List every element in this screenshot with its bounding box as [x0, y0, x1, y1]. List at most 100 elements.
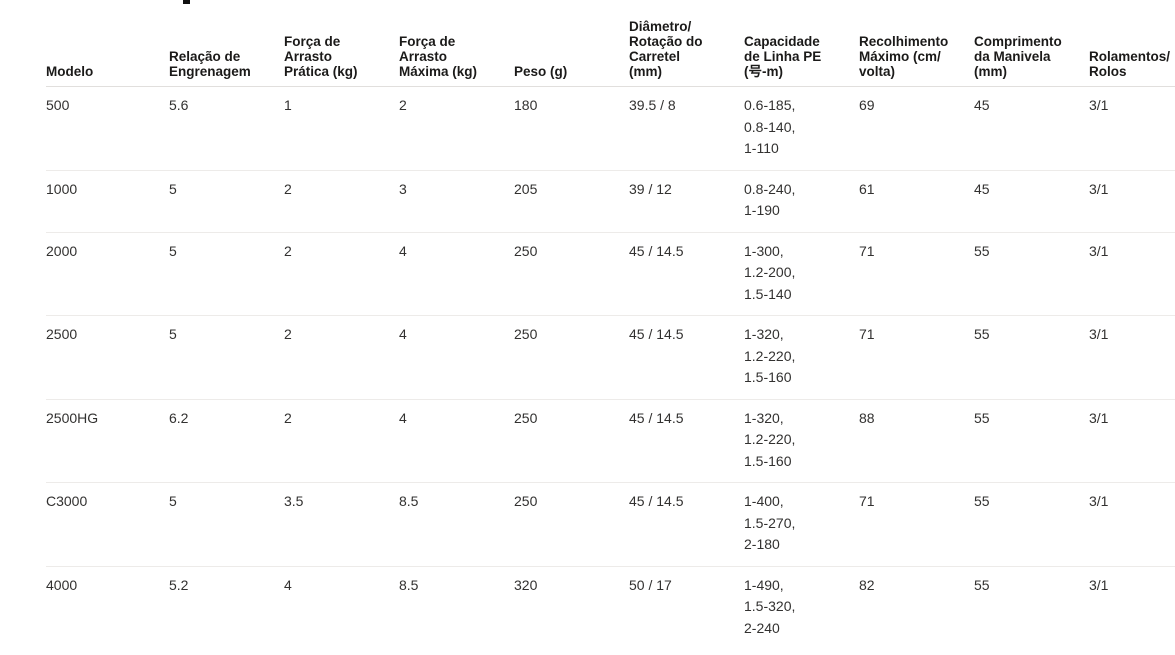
cell-weight: 250: [514, 493, 538, 509]
cell-bearings: 3/1: [1089, 326, 1109, 342]
header-line: (号-m): [744, 64, 783, 79]
header-line: Força de: [399, 34, 456, 49]
cell-gear-ratio: 5: [169, 242, 177, 259]
cell-retrieve: 71: [859, 242, 875, 259]
header-line: (mm): [974, 64, 1007, 79]
header-line: Prática (kg): [284, 64, 358, 79]
table-row: 2000 5 2 4 250 45 / 14.5 1-300, 1.2-200, 1.5-140…: [46, 233, 1175, 316]
cell-model: 1000: [46, 180, 78, 197]
cell-drag-practical: 2: [284, 326, 292, 342]
cell-drag-practical: 2: [284, 242, 292, 259]
capacity-line: 1-300,: [744, 242, 784, 259]
capacity-line: 2-180: [744, 536, 780, 552]
cell-drag-max: 3: [399, 180, 407, 197]
cell-drag-practical: 4: [284, 576, 292, 593]
cell-weight: 205: [514, 180, 538, 197]
capacity-line: 1.2-220,: [744, 347, 796, 364]
header-line: Comprimento: [974, 34, 1062, 49]
capacity-line: 1.5-270,: [744, 514, 796, 531]
cell-gear-ratio: 5.6: [169, 97, 189, 113]
header-line: Engrenagem: [169, 64, 251, 79]
header-cell-drag-practical: Força de Arrasto Prática (kg): [284, 34, 399, 86]
cell-spool: 50 / 17: [629, 576, 672, 593]
header-line: Modelo: [46, 64, 94, 79]
cropped-text-fragment: [183, 0, 190, 4]
capacity-line: 1-320,: [744, 326, 784, 342]
cell-bearings: 3/1: [1089, 97, 1109, 113]
capacity-line: 0.8-240,: [744, 180, 796, 197]
cell-model: 4000: [46, 576, 78, 593]
header-cell-spool: Diâmetro/Rotação do Carretel (mm): [629, 19, 744, 86]
cell-capacity: 1-320, 1.2-220, 1.5-160: [744, 400, 859, 483]
header-line: Peso (g): [514, 64, 568, 79]
cell-handle: 55: [974, 493, 990, 509]
cell-retrieve: 82: [859, 576, 875, 593]
table-row: 2500 5 2 4 250 45 / 14.5 1-320, 1.2-220, 1.5-160…: [46, 316, 1175, 400]
header-cell-weight: Peso (g): [514, 64, 629, 86]
capacity-line: 1.5-160: [744, 452, 792, 469]
cell-weight: 250: [514, 326, 538, 342]
cell-drag-max: 2: [399, 97, 407, 113]
header-line: Rolamentos/: [1089, 49, 1171, 64]
cell-handle: 55: [974, 409, 990, 426]
cell-weight: 180: [514, 97, 538, 113]
header-line: de Linha PE: [744, 49, 822, 64]
cell-drag-practical: 1: [284, 97, 292, 113]
cell-retrieve: 71: [859, 326, 875, 342]
table-row: 2500HG 6.2 2 4 250 45 / 14.5 1-320, 1.2-220, 1.5…: [46, 400, 1175, 483]
capacity-line: 1.5-160: [744, 369, 792, 385]
header-line: volta): [859, 64, 896, 79]
table-row: C3000 5 3.5 8.5 250 45 / 14.5 1-400, 1.5-270, 2-…: [46, 483, 1175, 567]
cell-handle: 55: [974, 242, 990, 259]
capacity-line: 1.2-200,: [744, 264, 796, 280]
cell-retrieve: 71: [859, 493, 875, 509]
cell-retrieve: 69: [859, 97, 875, 113]
table-row: 1000 5 2 3 205 39 / 12 0.8-240, 1-190 61 45 3/1: [46, 171, 1175, 233]
header-line: Máximo (cm/: [859, 49, 941, 64]
cell-spool: 39.5 / 8: [629, 97, 676, 113]
header-cell-retrieve: Recolhimento Máximo (cm/volta): [859, 34, 974, 86]
cell-bearings: 3/1: [1089, 576, 1109, 593]
header-line: Arrasto: [399, 49, 448, 64]
cell-model: C3000: [46, 493, 88, 509]
cell-weight: 250: [514, 242, 538, 259]
cell-handle: 45: [974, 180, 990, 197]
capacity-line: 1.5-320,: [744, 598, 796, 614]
reel-spec-table: Modelo Relação de Engrenagem Força de Arrast…: [46, 0, 1175, 655]
cell-gear-ratio: 5: [169, 180, 177, 197]
cell-bearings: 3/1: [1089, 180, 1109, 197]
cell-drag-practical: 2: [284, 409, 292, 426]
header-line: Capacidade: [744, 34, 820, 49]
cell-retrieve: 61: [859, 180, 875, 197]
cell-spool: 39 / 12: [629, 180, 672, 197]
header-cell-capacity: Capacidade de Linha PE (号-m): [744, 34, 859, 86]
cell-gear-ratio: 5.2: [169, 576, 189, 593]
cell-model: 2500: [46, 326, 78, 342]
capacity-line: 2-240: [744, 619, 780, 636]
cell-weight: 250: [514, 409, 538, 426]
header-line: da Manivela: [974, 49, 1051, 64]
header-line: Relação de: [169, 49, 241, 64]
cell-spool: 45 / 14.5: [629, 326, 684, 342]
table-header-row: Modelo Relação de Engrenagem Força de Arrast…: [46, 0, 1175, 87]
cell-bearings: 3/1: [1089, 409, 1109, 426]
header-line: Diâmetro/: [629, 19, 692, 34]
cell-drag-max: 4: [399, 409, 407, 426]
capacity-line: 1-400,: [744, 493, 784, 509]
cell-capacity: 1-400, 1.5-270, 2-180: [744, 483, 859, 566]
cell-spool: 45 / 14.5: [629, 242, 684, 259]
capacity-line: 0.6-185,: [744, 97, 796, 113]
capacity-line: 1-320,: [744, 409, 784, 426]
cell-model: 2000: [46, 242, 78, 259]
capacity-line: 0.8-140,: [744, 118, 796, 135]
header-line: Carretel: [629, 49, 681, 64]
header-line: Máxima (kg): [399, 64, 478, 79]
cell-spool: 45 / 14.5: [629, 493, 684, 509]
cell-model: 2500HG: [46, 409, 99, 426]
cell-handle: 55: [974, 326, 990, 342]
cell-capacity: 1-300, 1.2-200, 1.5-140: [744, 233, 859, 316]
header-cell-drag-max: Força de Arrasto Máxima (kg): [399, 34, 514, 86]
cell-capacity: 0.8-240, 1-190: [744, 171, 859, 232]
table-row: 4000 5.2 4 8.5 320 50 / 17 1-490, 1.5-320, 2-240…: [46, 567, 1175, 655]
